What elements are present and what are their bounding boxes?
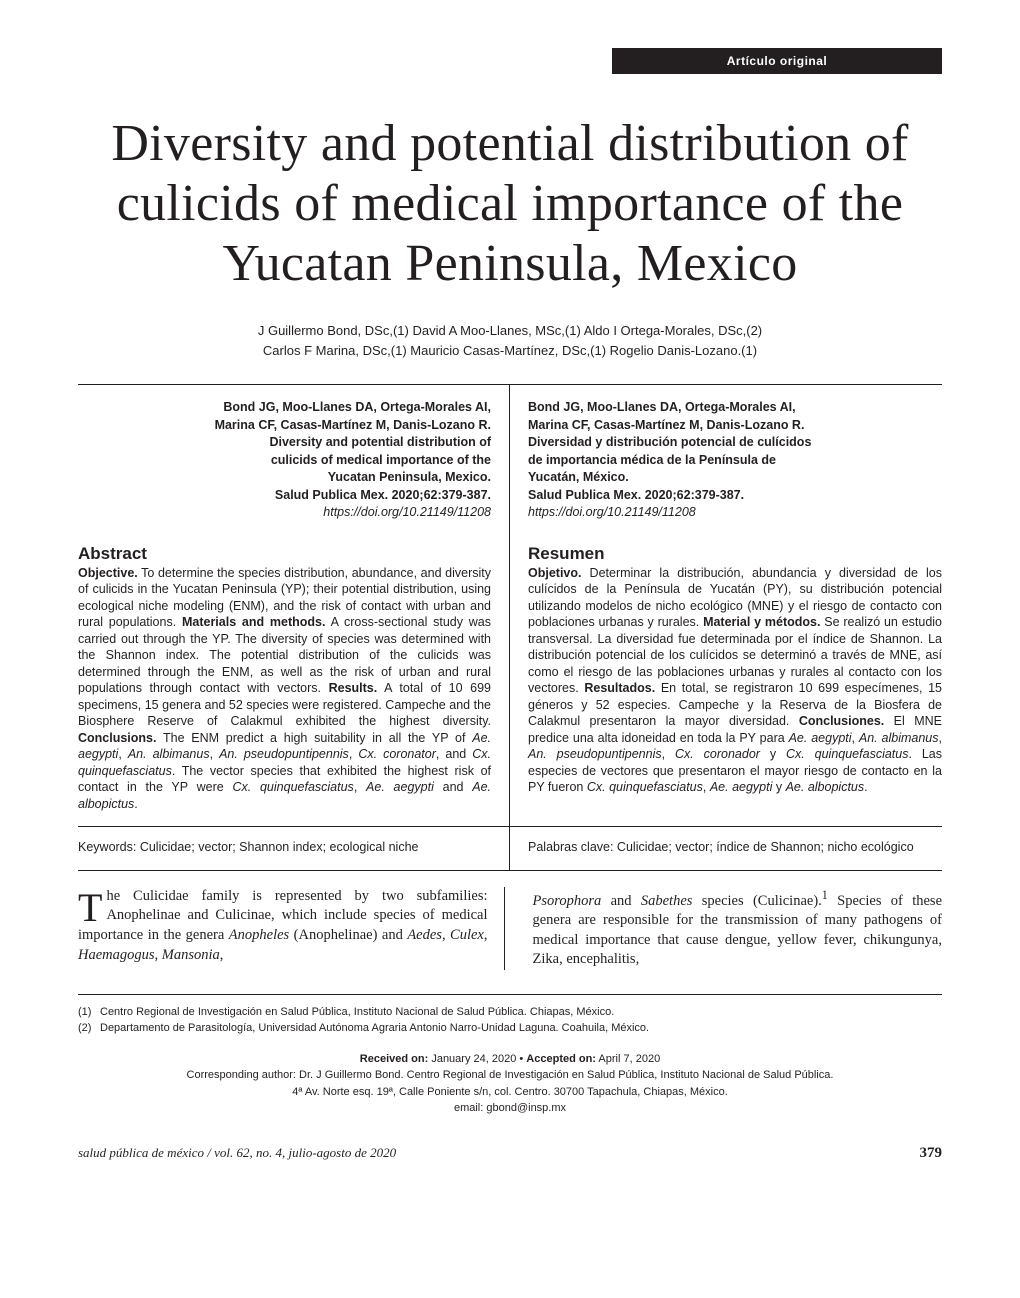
received-block: Received on: January 24, 2020 • Accepted… [78, 1051, 942, 1117]
page-footer: salud pública de méxico / vol. 62, no. 4… [78, 1145, 942, 1162]
dropcap: T [78, 887, 106, 925]
cite-authors-es: Bond JG, Moo-Llanes DA, Ortega-Morales A… [528, 400, 796, 414]
affil-2-text: Departamento de Parasitología, Universid… [100, 1022, 649, 1034]
citation-left: Bond JG, Moo-Llanes DA, Ortega-Morales A… [78, 385, 510, 826]
citation-row: Bond JG, Moo-Llanes DA, Ortega-Morales A… [78, 385, 942, 826]
accepted-label: Accepted on: [526, 1053, 596, 1065]
cite-authors2-es: Marina CF, Casas-Martínez M, Danis-Lozan… [528, 418, 804, 432]
cite-authors: Bond JG, Moo-Llanes DA, Ortega-Morales A… [223, 400, 491, 414]
body-columns: The Culicidae family is represented by t… [78, 887, 942, 970]
abstract-body-es: Objetivo. Determinar la distribución, ab… [528, 565, 942, 796]
received-date: January 24, 2020 • [428, 1053, 526, 1065]
keywords-right-col: Palabras clave: Culicidae; vector; índic… [510, 827, 942, 870]
cite-doi: https://doi.org/10.21149/11208 [323, 505, 491, 519]
body-col-left: The Culicidae family is represented by t… [78, 887, 505, 970]
abstract-heading-es: Resumen [528, 544, 942, 564]
body-col-right: Psorophora and Sabethes species (Culicin… [533, 887, 943, 970]
footer-journal: salud pública de méxico / vol. 62, no. 4… [78, 1145, 396, 1162]
cite-title2: culicids of medical importance of the [271, 453, 491, 467]
cite-title3: Yucatan Peninsula, Mexico. [328, 470, 491, 484]
affil-2: (2)Departamento de Parasitología, Univer… [78, 1021, 942, 1037]
citation-en: Bond JG, Moo-Llanes DA, Ortega-Morales A… [78, 399, 491, 522]
body-left-text: he Culicidae family is represented by tw… [78, 888, 488, 963]
rule-bottom [78, 870, 942, 871]
cite-title3-es: Yucatán, México. [528, 470, 629, 484]
abstract-heading-en: Abstract [78, 544, 491, 564]
citation-es: Bond JG, Moo-Llanes DA, Ortega-Morales A… [528, 399, 942, 522]
keywords-left-col: Keywords: Culicidae; vector; Shannon ind… [78, 827, 510, 870]
cite-doi-es: https://doi.org/10.21149/11208 [528, 505, 696, 519]
keywords-es: Palabras clave: Culicidae; vector; índic… [528, 839, 942, 856]
cite-title1-es: Diversidad y distribución potencial de c… [528, 435, 811, 449]
corresponding-author: Corresponding author: Dr. J Guillermo Bo… [78, 1067, 942, 1084]
affil-1-text: Centro Regional de Investigación en Salu… [100, 1006, 614, 1018]
accepted-date: April 7, 2020 [596, 1053, 660, 1065]
article-type-label: Artículo original [727, 54, 828, 68]
received-line-1: Received on: January 24, 2020 • Accepted… [78, 1051, 942, 1068]
body-right-text: Psorophora and Sabethes species (Culicin… [533, 893, 943, 968]
authors-line-1: J Guillermo Bond, DSc,(1) David A Moo-Ll… [78, 321, 942, 341]
cite-authors2: Marina CF, Casas-Martínez M, Danis-Lozan… [215, 418, 491, 432]
corresponding-address: 4ª Av. Norte esq. 19ª, Calle Poniente s/… [78, 1084, 942, 1101]
affiliations: (1)Centro Regional de Investigación en S… [78, 994, 942, 1037]
cite-title1: Diversity and potential distribution of [269, 435, 491, 449]
citation-right: Bond JG, Moo-Llanes DA, Ortega-Morales A… [510, 385, 942, 826]
page: Artículo original Diversity and potentia… [0, 0, 1020, 1298]
cite-journal-es: Salud Publica Mex. 2020;62:379-387. [528, 488, 744, 502]
article-title: Diversity and potential distribution of … [98, 114, 922, 293]
received-label: Received on: [360, 1053, 428, 1065]
authors-block: J Guillermo Bond, DSc,(1) David A Moo-Ll… [78, 321, 942, 360]
cite-title2-es: de importancia médica de la Península de [528, 453, 776, 467]
keywords-en: Keywords: Culicidae; vector; Shannon ind… [78, 839, 491, 856]
article-type-tag: Artículo original [612, 48, 942, 74]
affil-1: (1)Centro Regional de Investigación en S… [78, 1005, 942, 1021]
cite-journal: Salud Publica Mex. 2020;62:379-387. [275, 488, 491, 502]
abstract-body-en: Objective. To determine the species dist… [78, 565, 491, 813]
keywords-row: Keywords: Culicidae; vector; Shannon ind… [78, 827, 942, 870]
corresponding-email: email: gbond@insp.mx [78, 1100, 942, 1117]
authors-line-2: Carlos F Marina, DSc,(1) Mauricio Casas-… [78, 341, 942, 361]
footer-page-number: 379 [920, 1145, 943, 1162]
